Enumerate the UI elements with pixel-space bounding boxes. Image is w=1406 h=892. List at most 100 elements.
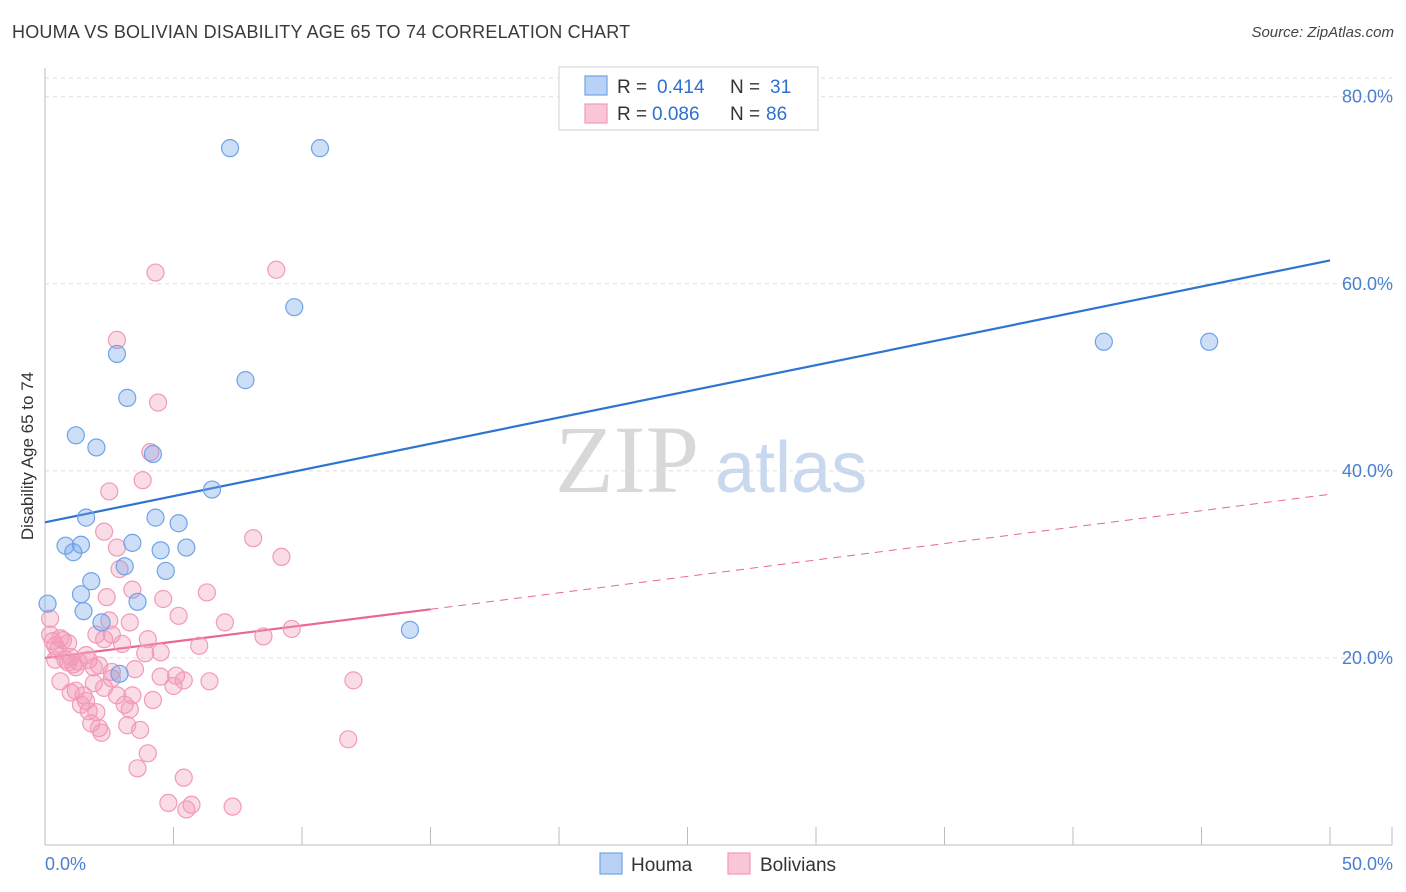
point-houma — [1094, 332, 1113, 351]
point-bolivians — [159, 793, 178, 813]
point-bolivians — [112, 634, 132, 653]
point-houma — [64, 543, 83, 562]
legend-r-label-1: R = — [617, 77, 647, 98]
point-houma — [151, 541, 170, 560]
point-bolivians — [267, 260, 286, 279]
point-bolivians — [95, 522, 114, 541]
y-tick-label: 40.0% — [1342, 461, 1393, 481]
source-label: Source: ZipAtlas.com — [1251, 24, 1394, 41]
x-tick-label-start: 0.0% — [45, 854, 86, 874]
trend-line-bolivians-extended — [430, 493, 1331, 610]
point-houma — [66, 426, 85, 445]
point-bolivians — [53, 631, 73, 650]
point-bolivians — [254, 627, 273, 646]
bottom-legend-swatch-houma — [599, 852, 623, 875]
point-bolivians — [130, 720, 150, 740]
point-bolivians — [154, 589, 173, 609]
point-houma — [77, 508, 96, 527]
watermark-zip: ZIP — [555, 406, 699, 513]
y-tick-label: 60.0% — [1342, 274, 1393, 294]
point-bolivians — [97, 588, 116, 607]
point-bolivians — [344, 671, 363, 690]
point-bolivians — [174, 768, 193, 787]
point-houma — [38, 594, 57, 613]
bottom-legend-houma: Houma — [631, 855, 693, 876]
point-bolivians — [141, 443, 160, 462]
point-bolivians — [100, 482, 119, 501]
point-bolivians — [87, 703, 106, 722]
point-bolivians — [174, 671, 193, 690]
point-bolivians — [128, 759, 147, 778]
trend-lines — [44, 259, 1331, 660]
point-houma — [110, 664, 129, 683]
legend-r-value-2: 0.086 — [652, 104, 700, 125]
point-bolivians — [190, 636, 209, 655]
point-bolivians — [200, 672, 219, 691]
point-houma — [118, 388, 137, 407]
point-houma — [285, 298, 304, 317]
point-bolivians — [133, 471, 152, 490]
point-bolivians — [272, 547, 291, 567]
legend-n-value-1: 31 — [770, 77, 791, 98]
watermark-atlas: atlas — [715, 428, 867, 508]
y-tick-label: 80.0% — [1342, 87, 1393, 107]
point-bolivians — [120, 700, 139, 719]
bottom-legend: Houma Bolivians — [599, 852, 836, 876]
point-houma — [310, 139, 330, 158]
axes: 20.0% 40.0% 60.0% 80.0% 0.0% 50.0% — [44, 68, 1393, 874]
point-houma — [115, 557, 134, 576]
point-bolivians — [107, 686, 127, 705]
point-bolivians — [244, 529, 263, 548]
point-bolivians — [110, 559, 129, 579]
point-houma — [82, 572, 101, 591]
legend-box: R = 0.414 N = 31 R = 0.086 N = 86 — [558, 66, 819, 131]
point-bolivians — [102, 625, 121, 644]
point-bolivians — [148, 393, 168, 412]
legend-r-label-2: R = — [617, 104, 647, 125]
point-houma — [128, 592, 147, 611]
data-points — [38, 139, 1219, 819]
point-bolivians — [51, 672, 70, 691]
point-houma — [1200, 332, 1219, 351]
point-bolivians — [138, 630, 157, 649]
point-houma — [74, 602, 93, 621]
point-bolivians — [182, 795, 201, 814]
point-houma — [220, 139, 240, 158]
point-bolivians — [143, 690, 163, 710]
point-bolivians — [84, 674, 103, 693]
legend-swatch-bolivians — [584, 103, 608, 124]
point-houma — [202, 480, 222, 499]
point-houma — [87, 438, 106, 457]
point-bolivians — [151, 667, 170, 686]
legend-n-value-2: 86 — [766, 104, 787, 125]
point-bolivians — [146, 263, 165, 282]
point-bolivians — [151, 643, 170, 662]
point-houma — [71, 535, 91, 554]
point-bolivians — [215, 613, 234, 632]
point-houma — [236, 371, 255, 390]
y-axis-label: Disability Age 65 to 74 — [18, 372, 37, 540]
grid — [45, 77, 1392, 659]
trend-line-houma — [44, 259, 1331, 524]
y-tick-label: 20.0% — [1342, 648, 1393, 668]
bottom-legend-bolivians: Bolivians — [760, 855, 836, 876]
point-bolivians — [169, 606, 188, 625]
point-bolivians — [41, 609, 60, 628]
point-bolivians — [77, 691, 96, 711]
point-houma — [156, 561, 175, 581]
legend-n-label-1: N = — [730, 77, 760, 98]
chart-title: HOUMA VS BOLIVIAN DISABILITY AGE 65 TO 7… — [12, 22, 631, 42]
point-houma — [169, 514, 188, 533]
point-bolivians — [66, 658, 85, 677]
point-houma — [123, 533, 142, 552]
legend-swatch-houma — [584, 75, 608, 96]
point-bolivians — [339, 730, 358, 749]
point-bolivians — [107, 330, 127, 350]
point-houma — [177, 538, 196, 557]
point-bolivians — [46, 650, 65, 669]
trend-line-bolivians — [44, 608, 431, 660]
point-bolivians — [164, 676, 183, 696]
point-bolivians — [282, 619, 301, 639]
point-bolivians — [59, 633, 78, 653]
point-bolivians — [197, 583, 217, 602]
